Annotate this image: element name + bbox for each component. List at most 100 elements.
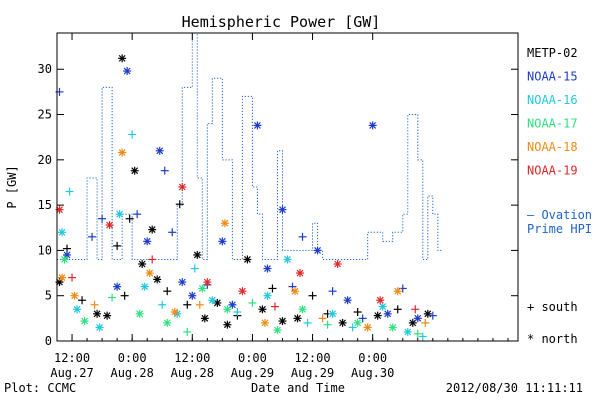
x-tick-label-date: Aug.27 (50, 366, 93, 380)
point-noaa-15 (263, 264, 272, 273)
point-noaa-17 (198, 284, 207, 293)
point-noaa-18 (58, 273, 67, 282)
point-noaa-16 (263, 291, 272, 300)
legend-north: * north (527, 332, 578, 346)
legend-ovation-line1: – Ovation (527, 208, 592, 222)
x-tick-label-time: 12:00 (174, 351, 210, 365)
point-noaa-17 (223, 305, 232, 314)
point-noaa-19 (203, 278, 212, 287)
point-noaa-16 (158, 300, 167, 309)
point-metp-02 (130, 166, 139, 175)
point-noaa-17 (108, 293, 117, 302)
ovation-line (57, 32, 443, 260)
point-noaa-17 (80, 317, 89, 326)
point-metp-02 (258, 305, 267, 314)
point-noaa-17 (413, 329, 422, 338)
y-tick-label: 0 (45, 334, 52, 348)
y-tick-label: 15 (38, 198, 52, 212)
point-noaa-15 (88, 232, 97, 241)
point-noaa-19 (411, 305, 420, 314)
point-metp-02 (243, 255, 252, 264)
point-noaa-15 (383, 309, 392, 318)
point-noaa-15 (168, 228, 177, 237)
y-tick-label: 25 (38, 108, 52, 122)
point-noaa-19 (296, 269, 305, 278)
point-noaa-16 (65, 187, 74, 196)
point-noaa-17 (135, 309, 144, 318)
point-noaa-18 (363, 323, 372, 332)
point-noaa-15 (143, 237, 152, 246)
point-noaa-18 (145, 269, 154, 278)
legend-entry-noaa-15: NOAA-15 (527, 70, 578, 84)
point-metp-02 (268, 284, 277, 293)
point-noaa-18 (195, 300, 204, 309)
point-metp-02 (175, 200, 184, 209)
point-noaa-15 (155, 146, 164, 155)
point-noaa-18 (118, 148, 127, 157)
point-noaa-16 (233, 308, 242, 317)
point-noaa-19 (178, 183, 187, 191)
x-tick-label-date: Aug.28 (171, 366, 214, 380)
point-noaa-16 (328, 309, 337, 318)
point-metp-02 (113, 241, 122, 250)
y-axis: 0 5 10 15 20 25 30 (38, 62, 518, 348)
point-noaa-15 (113, 282, 122, 291)
point-noaa-15 (278, 205, 287, 214)
point-metp-02 (200, 314, 209, 323)
point-noaa-16 (115, 210, 124, 219)
point-metp-02 (223, 320, 232, 329)
point-noaa-19 (148, 255, 157, 264)
x-axis-label: Date and Time (251, 381, 345, 395)
point-noaa-16 (348, 323, 357, 332)
point-noaa-18 (393, 287, 402, 296)
point-noaa-19 (68, 273, 77, 282)
point-noaa-18 (421, 318, 430, 327)
point-noaa-18 (70, 291, 79, 300)
x-tick-label-date: Aug.30 (351, 366, 394, 380)
point-noaa-16 (73, 305, 82, 314)
point-metp-02 (423, 309, 432, 318)
point-metp-02 (120, 291, 129, 300)
legend-south: + south (527, 300, 578, 314)
point-noaa-15 (178, 278, 187, 287)
point-metp-02 (373, 311, 382, 320)
point-metp-02 (138, 260, 147, 268)
point-noaa-17 (60, 255, 69, 264)
point-noaa-16 (128, 130, 137, 139)
x-tick-label-time: 12:00 (54, 351, 90, 365)
point-noaa-18 (260, 318, 269, 327)
point-metp-02 (393, 305, 402, 314)
point-noaa-17 (163, 318, 172, 327)
point-metp-02 (353, 308, 362, 317)
y-tick-label: 5 (45, 289, 52, 303)
legend-ovation-line2: Prime HPI (527, 222, 592, 236)
x-axis: 12:00Aug.270:00Aug.2812:00Aug.280:00Aug.… (50, 33, 509, 380)
point-metp-02 (118, 54, 127, 63)
point-noaa-18 (170, 308, 179, 317)
x-tick-label-date: Aug.28 (110, 366, 153, 380)
point-metp-02 (278, 317, 287, 326)
point-noaa-19 (105, 221, 114, 230)
legend-entry-noaa-18: NOAA-18 (527, 140, 578, 154)
point-noaa-16 (283, 255, 292, 264)
point-noaa-19 (333, 260, 342, 268)
point-noaa-15 (98, 214, 107, 223)
point-metp-02 (103, 311, 112, 320)
point-metp-02 (125, 214, 134, 223)
point-noaa-19 (270, 302, 279, 311)
x-tick-label-time: 0:00 (358, 351, 387, 365)
legend-entry-noaa-16: NOAA-16 (527, 93, 578, 107)
point-noaa-15 (218, 237, 227, 246)
point-noaa-16 (58, 228, 67, 237)
point-metp-02 (338, 318, 347, 327)
point-noaa-16 (303, 318, 312, 327)
point-noaa-17 (353, 318, 362, 327)
legend-entry-noaa-17: NOAA-17 (527, 117, 578, 131)
data-points (55, 54, 437, 341)
chart-title: Hemispheric Power [GW] (182, 13, 381, 31)
point-noaa-15 (298, 232, 307, 241)
plot-frame (56, 32, 519, 342)
point-noaa-15 (228, 300, 237, 309)
point-noaa-18 (291, 287, 300, 296)
